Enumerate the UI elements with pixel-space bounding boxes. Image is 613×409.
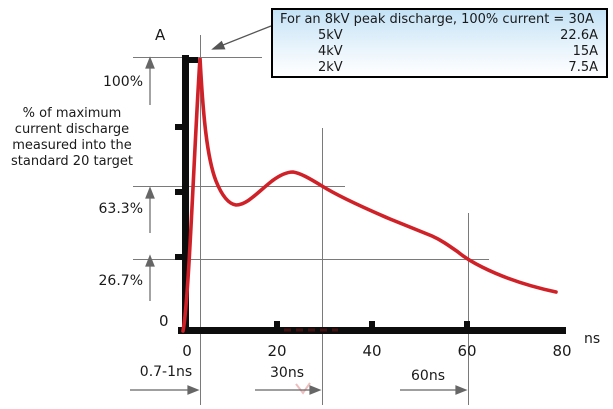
x-axis-unit-label: ns — [584, 331, 601, 347]
ref-line-63pct — [133, 186, 345, 187]
pct-label-27: 26.7% — [98, 273, 143, 289]
timing-label-rise: 0.7-1ns — [139, 364, 193, 380]
timing-label-30ns: 30ns — [270, 365, 304, 381]
description-line: measured into the — [12, 138, 132, 153]
pct-label-100: 100% — [102, 74, 143, 90]
x-tick-label-40: 40 — [362, 342, 382, 360]
x-tick-60 — [464, 321, 470, 327]
x-tick-40 — [369, 321, 375, 327]
y-axis-unit-label: A — [155, 26, 166, 44]
callout-kv: 5kV — [318, 28, 343, 43]
guide-line-peak — [200, 35, 201, 405]
timing-label-60ns: 60ns — [411, 368, 445, 384]
y-tick-100pct — [189, 57, 198, 63]
guide-line-30ns — [322, 128, 323, 405]
guide-line-60ns — [468, 213, 469, 405]
callout-box: For an 8kV peak discharge, 100% current … — [271, 8, 608, 78]
callout-row-2kv: 2kV 7.5A — [273, 60, 606, 76]
description-line: current discharge — [14, 122, 130, 137]
ref-line-27pct — [133, 259, 489, 260]
watermark-artifact-30ns — [295, 382, 311, 395]
x-tick-label-20: 20 — [267, 342, 287, 360]
callout-row-4kv: 4kV 15A — [273, 44, 606, 60]
pct-label-63: 63.3% — [98, 201, 143, 217]
x-tick-label-60: 60 — [457, 342, 477, 360]
y-tick-3 — [175, 189, 183, 195]
y-axis-origin-label: 0 — [159, 312, 169, 330]
x-tick-label-0: 0 — [182, 342, 192, 360]
callout-amps: 7.5A — [568, 60, 598, 75]
callout-kv: 4kV — [318, 44, 343, 59]
callout-row-5kv: 5kV 22.6A — [273, 28, 606, 44]
x-axis — [178, 327, 566, 334]
description-line: % of maximum — [22, 106, 122, 121]
y-tick-4 — [175, 254, 183, 260]
callout-kv: 2kV — [318, 60, 343, 75]
discharge-current-curve — [181, 57, 558, 333]
callout-headline: For an 8kV peak discharge, 100% current … — [280, 12, 594, 27]
y-axis — [182, 55, 189, 334]
y-tick-2 — [175, 124, 183, 130]
description-line: standard 20 target — [11, 154, 133, 169]
callout-amps: 22.6A — [560, 28, 598, 43]
x-tick-20 — [274, 321, 280, 327]
callout-amps: 15A — [572, 44, 598, 59]
x-tick-label-80: 80 — [552, 342, 572, 360]
y-axis-description: % of maximum current discharge measured … — [0, 106, 144, 170]
callout-leader-arrow — [211, 25, 272, 50]
timing-arrows — [130, 385, 468, 395]
pct-pointer-arrows — [145, 56, 155, 301]
